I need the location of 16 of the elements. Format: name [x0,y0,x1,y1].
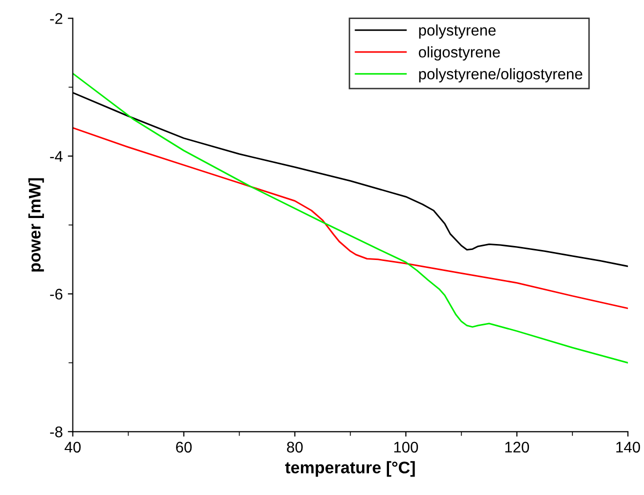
x-tick-label: 140 [616,442,640,453]
y-tick-label: -8 [50,426,62,438]
x-tick-label: 60 [176,442,192,453]
x-tick-label: 120 [505,442,530,453]
y-tick-label: -6 [50,288,62,300]
x-axis-title: temperature [°C] [285,461,415,477]
y-axis-title: power [mW] [28,178,44,272]
legend-label: oligostyrene [418,46,500,61]
line-series [72,127,628,310]
legend-label: polystyrene/oligostyrene [419,68,582,82]
legend-label: polystyrene [419,24,496,39]
x-tick-label: 100 [394,442,418,453]
x-tick-label: 80 [286,442,303,453]
x-tick-label: 40 [64,442,81,453]
y-tick-label: -4 [50,151,63,162]
y-tick-label: -2 [50,13,62,24]
